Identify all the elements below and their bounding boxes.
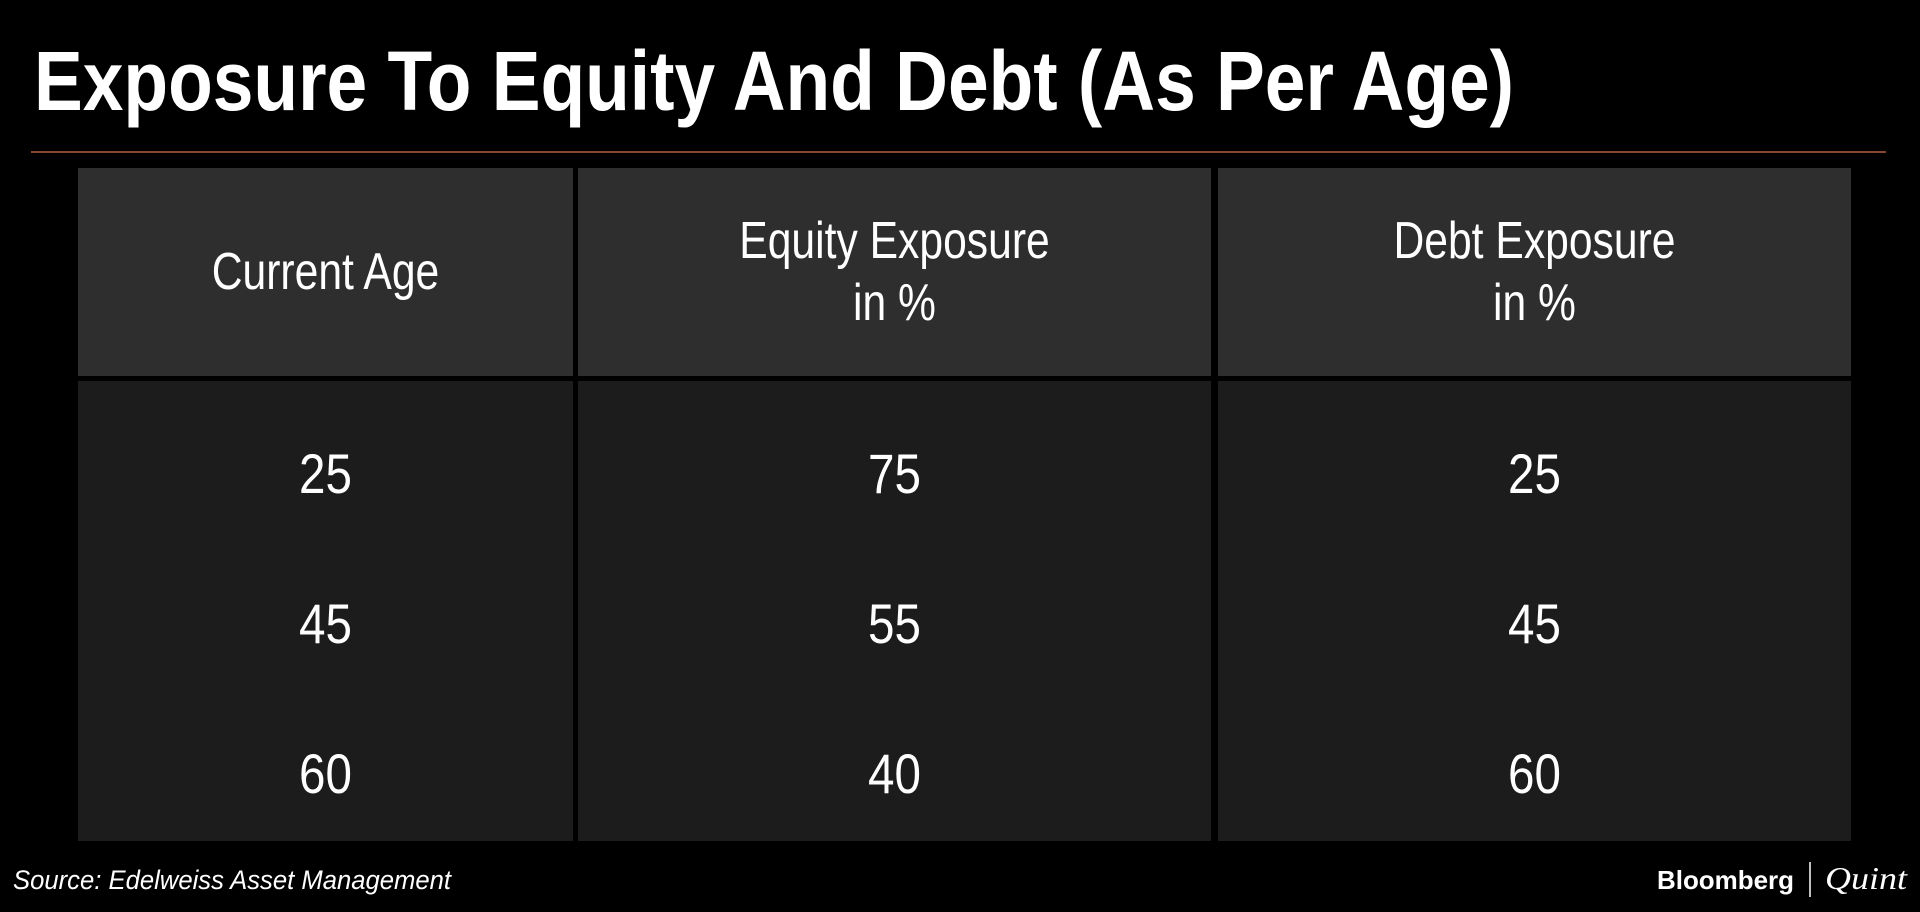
table-cell: 60 [1508, 743, 1561, 805]
body-column [1218, 381, 1851, 841]
logo-quint: Quint [1825, 860, 1908, 896]
column-header: in % [853, 274, 936, 332]
column-header: Equity Exposure [739, 212, 1049, 270]
header-cell [78, 168, 573, 376]
table-cell: 40 [868, 743, 921, 805]
header-cell [578, 168, 1211, 376]
table-cell: 55 [868, 593, 921, 655]
table-cell: 60 [299, 743, 352, 805]
table-cell: 75 [868, 443, 921, 505]
table-cell: 25 [299, 443, 352, 505]
table-cell: 45 [299, 593, 352, 655]
table-cell: 25 [1508, 443, 1561, 505]
title: Exposure To Equity And Debt (As Per Age) [34, 34, 1514, 128]
body-column [578, 381, 1211, 841]
table-cell: 45 [1508, 593, 1561, 655]
header-cell [1218, 168, 1851, 376]
body-column [78, 381, 573, 841]
logo-bloomberg: Bloomberg [1657, 865, 1794, 895]
column-header: Current Age [212, 243, 440, 301]
column-header: Debt Exposure [1393, 212, 1675, 270]
source-note: Source: Edelweiss Asset Management [13, 865, 452, 895]
column-header: in % [1493, 274, 1576, 332]
